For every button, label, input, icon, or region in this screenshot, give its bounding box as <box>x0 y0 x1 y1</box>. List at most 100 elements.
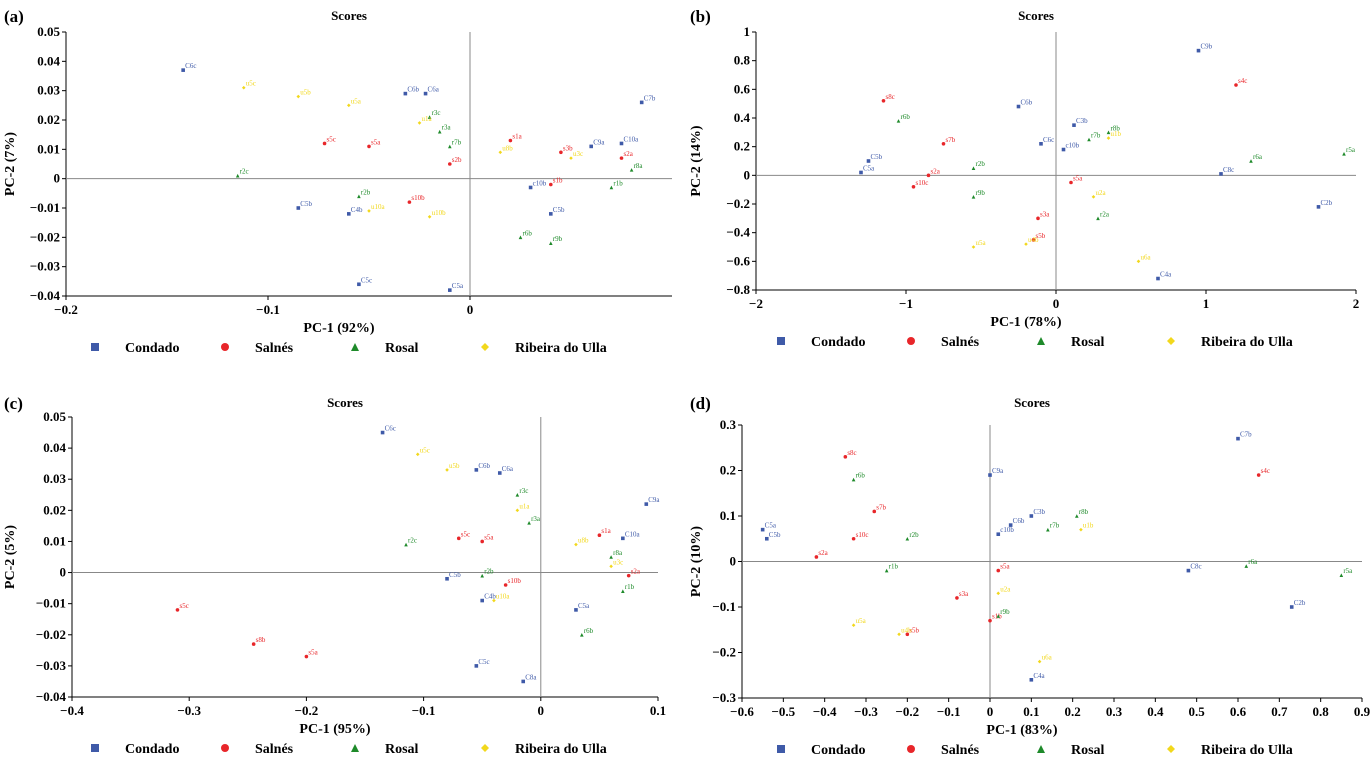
data-point-label: u5b <box>300 89 311 97</box>
data-point <box>503 583 508 587</box>
y-tick-label: 0.8 <box>734 53 751 68</box>
data-point-label: s5c <box>461 530 470 538</box>
data-point-label: C6b <box>1021 99 1033 107</box>
y-tick-label: 0.04 <box>37 53 60 68</box>
data-point-label: r7b <box>1091 132 1101 140</box>
data-point-label: c10b <box>533 179 547 187</box>
data-point <box>296 94 301 99</box>
data-point-label: C5b <box>553 206 565 214</box>
data-point <box>448 162 452 166</box>
data-point-label: s5a <box>1000 563 1010 571</box>
square-icon <box>777 337 785 345</box>
data-point-label: C6a <box>502 465 514 473</box>
data-point <box>621 589 625 594</box>
y-tick-label: 0.02 <box>37 112 60 127</box>
data-point <box>1031 238 1036 242</box>
data-point <box>1039 142 1043 146</box>
square-icon <box>91 744 99 752</box>
x-axis-label: PC-1 (95%) <box>299 722 370 737</box>
diamond-icon <box>481 343 489 351</box>
data-point <box>1316 205 1321 209</box>
chart-title: Scores <box>327 395 363 410</box>
data-point-label: s2a <box>624 150 634 158</box>
x-tick-label: 0.5 <box>1189 704 1206 719</box>
x-tick-label: −0.1 <box>256 302 280 317</box>
data-point <box>760 527 765 532</box>
data-point <box>480 598 484 603</box>
data-point-label: r8a <box>613 549 623 557</box>
data-point <box>1256 473 1261 477</box>
data-point <box>1234 83 1238 87</box>
data-point <box>1096 216 1100 221</box>
data-point <box>515 492 520 497</box>
square-icon <box>91 343 99 351</box>
data-point <box>1024 242 1028 246</box>
data-point <box>619 141 624 146</box>
data-point <box>423 91 428 96</box>
circle-icon <box>221 744 229 752</box>
y-tick-label: −0.8 <box>726 282 750 297</box>
data-point <box>872 509 877 514</box>
legend-label: Salnés <box>255 341 294 356</box>
data-point <box>859 170 863 175</box>
data-point-label: u6a <box>1141 253 1152 261</box>
y-tick-label: −0.6 <box>726 253 750 268</box>
panel-letter: (c) <box>4 394 23 413</box>
data-point <box>1008 523 1013 527</box>
data-point-label: r9b <box>976 189 986 197</box>
y-tick-label: 0.03 <box>43 471 66 486</box>
data-point <box>347 103 351 108</box>
data-point <box>235 173 240 178</box>
data-point <box>765 536 769 541</box>
data-point-label: C5a <box>765 522 777 530</box>
data-point <box>1037 659 1042 664</box>
y-tick-label: 0.2 <box>720 463 736 478</box>
data-point <box>241 85 246 90</box>
data-point <box>996 591 1001 596</box>
data-point-label: C4a <box>1033 672 1045 680</box>
data-point-label: r1b <box>625 583 635 591</box>
data-point-label: C5c <box>478 658 489 666</box>
data-point-label: C4b <box>484 593 496 601</box>
data-point <box>559 150 563 155</box>
data-point <box>404 542 408 547</box>
data-point-label: r3c <box>519 487 528 495</box>
x-tick-label: 0 <box>467 302 474 317</box>
x-tick-label: −0.2 <box>295 703 319 718</box>
data-point-label: u5a <box>856 617 867 625</box>
x-tick-label: −0.3 <box>177 703 201 718</box>
data-point <box>1156 276 1160 281</box>
data-point <box>427 215 432 219</box>
data-point <box>971 195 976 199</box>
x-tick-label: 2 <box>1353 296 1360 311</box>
circle-icon <box>907 745 915 753</box>
data-point-label: C8a <box>525 673 537 681</box>
data-point <box>1061 147 1066 152</box>
data-point <box>639 100 644 105</box>
legend-label: Ribeira do Ulla <box>515 341 607 356</box>
data-point <box>515 508 520 513</box>
data-point <box>621 536 625 541</box>
panel-letter: (a) <box>4 7 24 26</box>
data-point <box>427 115 432 119</box>
data-point <box>508 138 513 143</box>
data-point <box>367 209 371 213</box>
data-point <box>1091 195 1096 199</box>
data-point-label: C6b <box>1013 517 1025 525</box>
data-point-label: r2c <box>240 168 249 176</box>
data-point <box>1236 436 1240 441</box>
data-point <box>1036 216 1040 221</box>
data-point-label: u10a <box>496 593 511 601</box>
data-point <box>445 576 449 581</box>
data-point-label: s5a <box>1073 175 1083 183</box>
data-point <box>814 555 819 559</box>
data-point <box>905 536 910 541</box>
data-point-label: C9a <box>593 138 605 146</box>
data-point-label: u8b <box>578 537 589 545</box>
data-point-label: s8b <box>256 636 266 644</box>
data-point-label: u1a <box>422 115 433 123</box>
x-tick-label: 0 <box>1053 296 1060 311</box>
circle-icon <box>907 337 915 345</box>
data-point-label: u1b <box>1111 130 1122 138</box>
data-point-label: r2b <box>976 160 986 168</box>
